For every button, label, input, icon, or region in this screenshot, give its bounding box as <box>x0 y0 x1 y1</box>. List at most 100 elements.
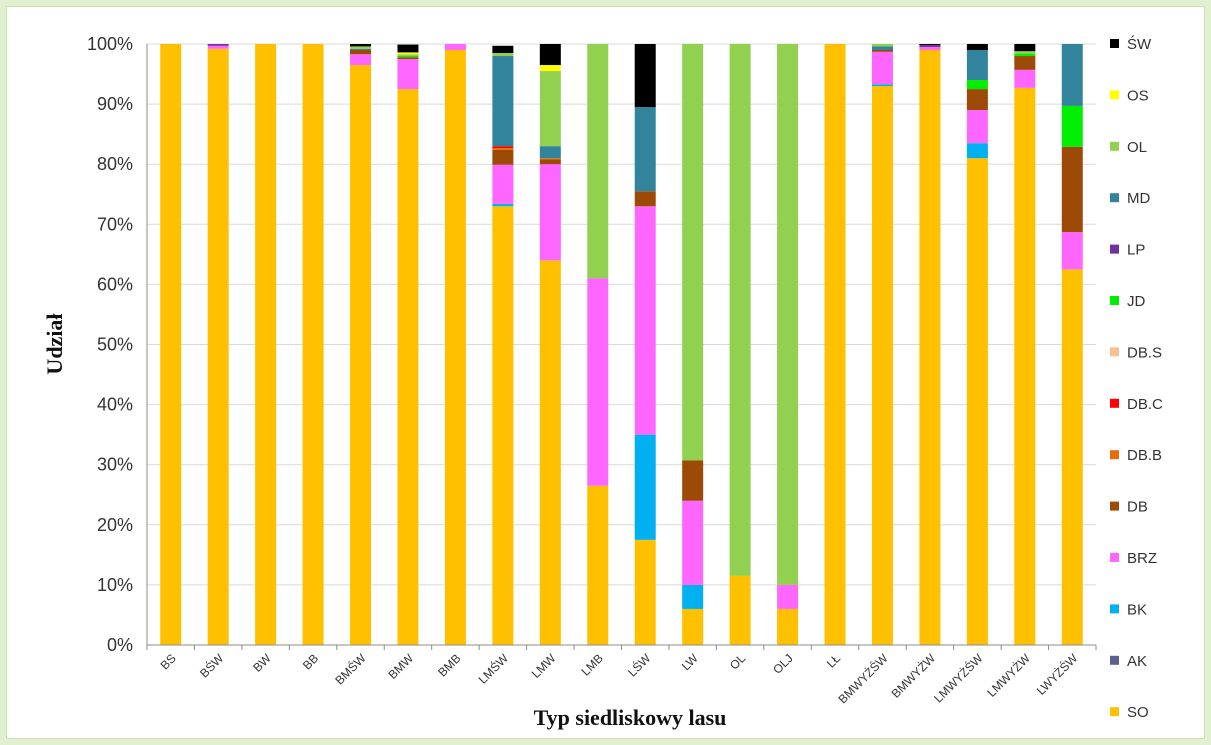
bar-segment <box>350 50 372 55</box>
bar-segment <box>492 164 514 204</box>
bar-segment <box>966 143 988 159</box>
legend-swatch <box>1110 604 1119 614</box>
x-tick-label: BW <box>250 651 274 675</box>
bar-segment <box>871 51 893 85</box>
x-tick-label: BS <box>158 651 179 672</box>
bar-segment <box>966 158 988 645</box>
bar-segment <box>492 149 514 165</box>
bar-segment <box>397 54 419 57</box>
bar-segment <box>871 44 893 47</box>
bar-segment <box>1061 146 1083 233</box>
legend-label: DB.B <box>1127 447 1162 464</box>
bar-segment <box>1061 44 1083 106</box>
legend-label: BRZ <box>1127 550 1157 567</box>
legend: ŚW OS OL MD LP JD DB.S DB.C DB.B DB BRZ BK AK SO <box>1110 35 1163 721</box>
bar-segment <box>255 44 277 645</box>
y-tick-label: 80% <box>97 154 133 174</box>
legend-swatch <box>1110 347 1119 357</box>
x-axis-title: Typ siedliskowy lasu <box>534 705 727 730</box>
bar-segment <box>397 59 419 90</box>
bar-segment <box>634 191 656 207</box>
legend-swatch <box>1110 707 1119 717</box>
bar-segment <box>207 44 229 46</box>
x-tick-label: LMB <box>579 651 606 678</box>
bar-segment <box>539 146 561 159</box>
bar-segment <box>587 44 609 279</box>
bar-segment <box>397 57 419 60</box>
bar-segment <box>397 89 419 645</box>
bar-segment <box>1014 87 1036 646</box>
legend-swatch <box>1110 141 1119 151</box>
bar-segment <box>966 80 988 90</box>
bar-segment <box>1014 56 1036 70</box>
bar-segment <box>634 539 656 645</box>
bar-segment <box>777 608 799 645</box>
y-tick-label: 0% <box>107 635 133 655</box>
bar-segment <box>919 44 941 46</box>
legend-swatch <box>1110 244 1119 254</box>
bar-segment <box>492 53 514 57</box>
y-tick-label: 50% <box>97 335 133 355</box>
bar-segment <box>1014 69 1036 88</box>
y-tick-label: 10% <box>97 575 133 595</box>
bar-segment <box>539 260 561 645</box>
legend-label: OL <box>1127 139 1147 156</box>
bar-segment <box>492 203 514 207</box>
bar-segment <box>871 84 893 87</box>
bar-segment <box>824 44 846 645</box>
legend-swatch <box>1110 450 1119 460</box>
legend-swatch <box>1110 398 1119 408</box>
legend-swatch <box>1110 501 1119 511</box>
bar-segment <box>444 44 466 51</box>
x-tick-label: BB <box>300 651 321 672</box>
x-tick-label: BMŚW <box>332 650 369 687</box>
bar-segment <box>397 44 419 53</box>
legend-label: DB <box>1127 499 1148 516</box>
bar-segment <box>729 44 751 576</box>
x-tick-label: LŚW <box>624 650 653 679</box>
bar-segment <box>966 50 988 81</box>
bar-segment <box>919 45 941 48</box>
bar-segment <box>682 460 704 501</box>
bar-segment <box>539 65 561 72</box>
bar-segment <box>160 44 182 645</box>
bar-segment <box>1014 51 1036 54</box>
bar-segment <box>539 158 561 160</box>
y-tick-label: 30% <box>97 455 133 475</box>
bar-segment <box>777 584 799 609</box>
bar-segment <box>1014 44 1036 52</box>
y-axis-title: Udział <box>42 313 67 374</box>
bar-segment <box>729 575 751 645</box>
bar-segment <box>492 45 514 54</box>
bar-segment <box>682 44 704 461</box>
bar-segment <box>682 608 704 645</box>
legend-label: SO <box>1127 704 1149 721</box>
x-tick-label: LWYŻŚW <box>1033 650 1081 698</box>
legend-label: DB.S <box>1127 344 1162 361</box>
bar-segment <box>634 107 656 192</box>
bar-segment <box>539 44 561 66</box>
bar-segment <box>350 46 372 49</box>
legend-label: ŚW <box>1127 35 1152 53</box>
bars <box>160 44 1083 646</box>
x-tick-label: LMWYŻŚW <box>931 650 986 705</box>
legend-swatch <box>1110 553 1119 562</box>
grid <box>147 43 1096 646</box>
bar-segment <box>919 50 941 645</box>
x-tick-label: BMW <box>385 651 416 682</box>
x-tick-label: BMWYŻW <box>889 651 939 701</box>
legend-label: OS <box>1127 87 1149 104</box>
bar-segment <box>539 71 561 147</box>
bar-segment <box>492 147 514 150</box>
legend-label: LP <box>1127 242 1145 259</box>
bar-segment <box>919 47 941 51</box>
legend-swatch <box>1110 655 1119 665</box>
legend-swatch <box>1110 193 1119 203</box>
bar-segment <box>966 89 988 111</box>
bar-segment <box>207 45 229 49</box>
bar-segment <box>966 110 988 144</box>
legend-label: AK <box>1127 653 1147 670</box>
bar-segment <box>1061 232 1083 270</box>
legend-swatch <box>1110 296 1119 305</box>
bar-segment <box>587 278 609 486</box>
